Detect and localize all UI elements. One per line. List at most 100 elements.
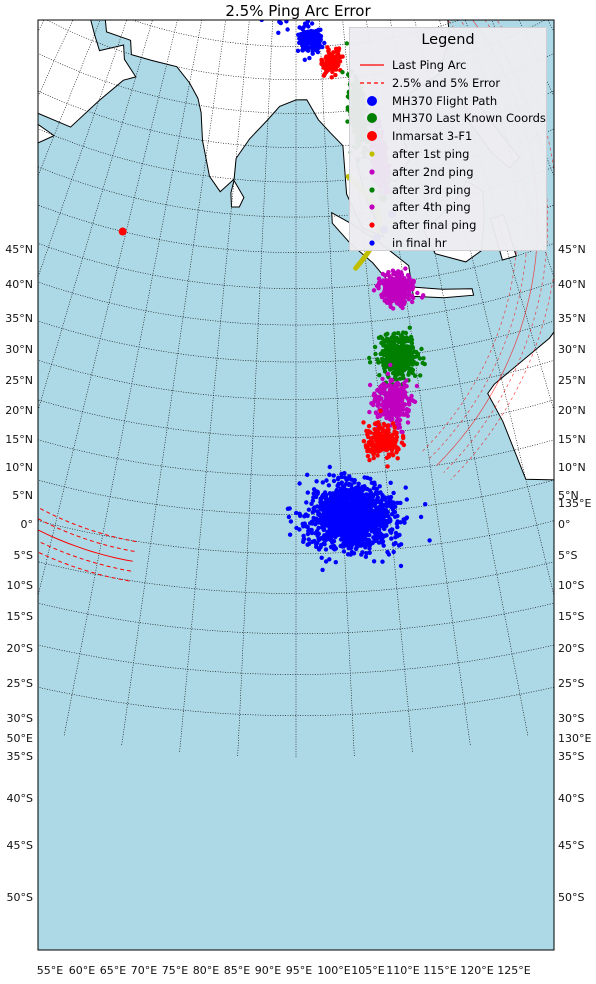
track-point [269, 2, 273, 6]
track-point [311, 491, 316, 496]
track-point [319, 61, 324, 67]
track-point [391, 354, 396, 359]
track-point [274, 11, 278, 15]
track-point [279, 0, 283, 1]
track-point [291, 0, 295, 3]
track-point [375, 403, 380, 408]
track-point [399, 391, 404, 396]
track-point [323, 509, 329, 514]
track-point [334, 521, 339, 527]
track-point [320, 480, 325, 485]
track-point [321, 73, 327, 78]
track-point [272, 8, 276, 12]
track-point [400, 404, 406, 409]
track-point [287, 9, 291, 13]
track-point [412, 399, 418, 404]
track-point [401, 302, 407, 307]
track-point [381, 543, 386, 548]
track-point [390, 421, 396, 426]
meridian-line [179, 20, 250, 752]
track-point [395, 380, 400, 386]
track-point [352, 478, 357, 483]
arc-segment [429, 20, 528, 459]
track-point [286, 4, 290, 8]
track-point [391, 542, 397, 547]
track-point [352, 510, 357, 516]
track-point [288, 519, 294, 524]
track-point [274, 11, 278, 15]
track-point [333, 560, 338, 565]
track-point [276, 0, 280, 2]
track-point [276, 30, 281, 35]
track-point [292, 4, 296, 8]
track-point [365, 475, 370, 480]
track-point [282, 1, 286, 5]
track-point [407, 369, 413, 375]
track-point [364, 531, 369, 537]
track-point [297, 527, 302, 532]
track-point [322, 40, 327, 46]
track-point [269, 1, 273, 5]
track-point [275, 0, 279, 1]
track-point [383, 408, 388, 413]
track-point [329, 522, 334, 527]
track-point [373, 351, 378, 357]
track-point [340, 525, 345, 531]
track-point [323, 547, 329, 552]
track-point [391, 549, 396, 555]
track-point [380, 520, 385, 526]
track-point [274, 0, 278, 3]
track-point [407, 351, 412, 357]
track-point [405, 408, 410, 414]
track-point [276, 15, 280, 19]
track-point [323, 559, 329, 564]
track-point [297, 36, 302, 41]
track-point [282, 0, 286, 1]
track-point [406, 366, 411, 371]
track-point [370, 517, 376, 523]
track-point [354, 532, 359, 537]
track-point [378, 413, 383, 418]
track-cloud-north-red [319, 45, 345, 80]
track-point [326, 506, 332, 511]
track-point [398, 349, 403, 354]
track-point [355, 501, 361, 506]
track-point [367, 546, 372, 551]
track-point [379, 350, 385, 356]
track-point [332, 515, 337, 521]
track-point [271, 0, 275, 2]
track-point [305, 34, 311, 40]
track-cloud-south-red [361, 408, 407, 469]
parallel-line [38, 204, 554, 253]
track-point [277, 1, 281, 5]
track-point [274, 4, 278, 8]
track-point [261, 0, 265, 2]
meridian-line [319, 20, 355, 757]
track-point [259, 7, 263, 11]
track-point [301, 537, 306, 542]
track-point [267, 10, 271, 14]
track-point [402, 520, 407, 525]
track-point [407, 283, 412, 288]
track-point [390, 268, 396, 273]
track-point [345, 499, 350, 505]
track-point [264, 10, 268, 14]
track-point [284, 20, 289, 24]
track-point [281, 0, 285, 1]
track-point [367, 524, 372, 530]
track-point [405, 420, 411, 425]
track-point [286, 514, 292, 520]
track-point [325, 65, 331, 71]
parallel-line [38, 90, 554, 148]
track-point [267, 4, 271, 8]
landmass [38, 123, 56, 144]
track-point [271, 2, 275, 6]
track-point [285, 3, 289, 7]
track-point [273, 3, 277, 7]
track-point [380, 559, 385, 564]
track-point [287, 0, 291, 4]
track-point [289, 2, 293, 6]
track-point [281, 3, 285, 7]
track-point [363, 554, 369, 559]
track-point [397, 395, 402, 400]
